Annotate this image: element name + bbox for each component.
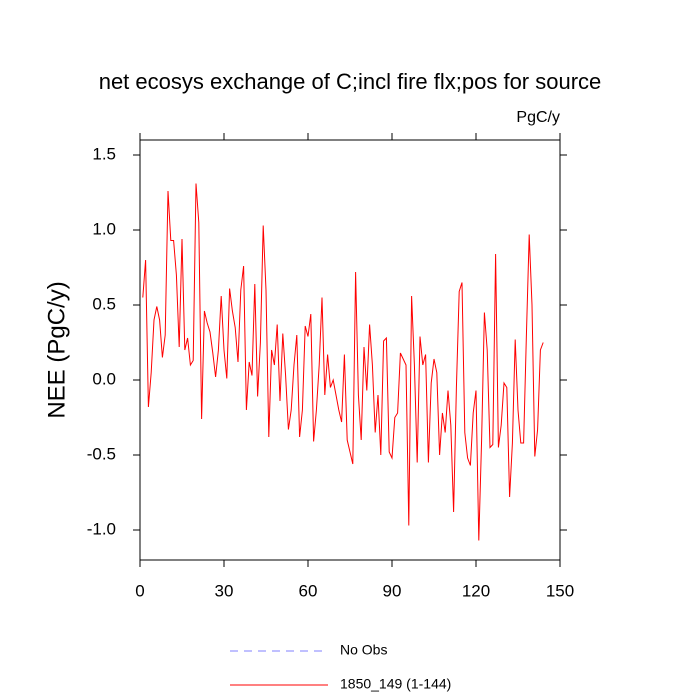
y-tick-label: -0.5 [87,444,116,463]
legend-label: 1850_149 (1-144) [340,676,451,692]
y-tick-label: 1.0 [92,219,116,238]
y-tick-label: 1.5 [92,144,116,163]
legend-label: No Obs [340,642,387,658]
y-tick-label: 0.5 [92,294,116,313]
chart-title: net ecosys exchange of C;incl fire flx;p… [99,69,602,94]
units-label: PgC/y [516,109,560,126]
x-tick-label: 150 [546,581,574,600]
data-line [142,183,544,541]
y-tick-label: -1.0 [87,519,116,538]
y-axis-label: NEE (PgC/y) [43,281,70,418]
x-tick-label: 60 [299,581,318,600]
plot-frame [139,139,561,561]
x-tick-label: 120 [462,581,490,600]
x-tick-label: 0 [135,581,144,600]
x-tick-label: 90 [383,581,402,600]
x-tick-label: 30 [215,581,234,600]
y-tick-label: 0.0 [92,369,116,388]
